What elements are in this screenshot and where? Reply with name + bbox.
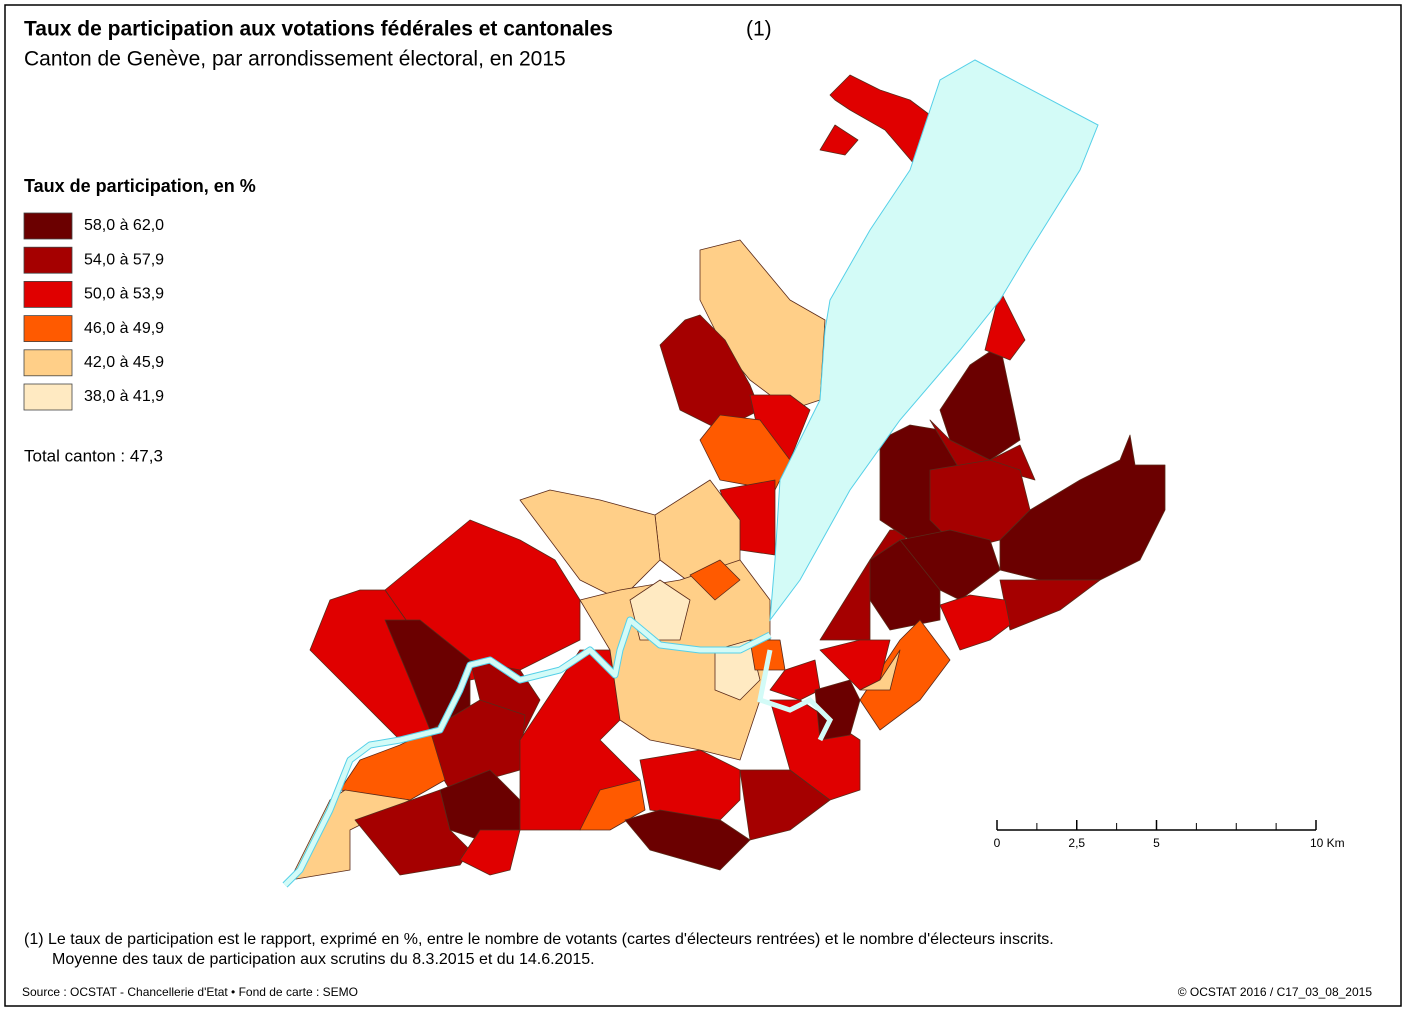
region xyxy=(519,649,641,831)
legend-label: 54,0 à 57,9 xyxy=(84,251,164,268)
region xyxy=(769,659,821,701)
scale-label: 0 xyxy=(994,836,1001,850)
region xyxy=(939,594,1011,651)
region xyxy=(939,344,1021,461)
region xyxy=(819,639,891,691)
legend-label: 50,0 à 53,9 xyxy=(84,286,164,303)
legend-swatch xyxy=(23,349,73,377)
region xyxy=(739,769,831,841)
legend-swatch xyxy=(23,280,73,308)
footnote: (1) Le taux de participation est le rapp… xyxy=(24,931,1054,948)
region xyxy=(699,239,826,411)
scale-label: 10 Km xyxy=(1310,836,1345,850)
legend-label: 58,0 à 62,0 xyxy=(84,217,164,234)
copyright: © OCSTAT 2016 / C17_03_08_2015 xyxy=(1178,985,1373,999)
scale-label: 2,5 xyxy=(1068,836,1085,850)
region xyxy=(689,559,741,601)
legend-title: Taux de participation, en % xyxy=(24,176,256,196)
title-note: (1) xyxy=(746,18,772,41)
region xyxy=(819,124,859,156)
river xyxy=(283,617,772,887)
region xyxy=(714,639,761,701)
scale-label: 5 xyxy=(1153,836,1160,850)
river xyxy=(757,649,834,742)
region xyxy=(659,314,761,431)
region xyxy=(859,619,951,731)
legend-swatch xyxy=(23,246,73,274)
region xyxy=(459,829,521,876)
source: Source : OCSTAT - Chancellerie d'Etat • … xyxy=(22,985,358,999)
region xyxy=(859,649,901,691)
region xyxy=(579,779,646,831)
legend-swatch xyxy=(23,315,73,343)
legend-swatch xyxy=(23,212,73,240)
legend-swatch xyxy=(23,383,73,411)
subtitle: Canton de Genève, par arrondissement éle… xyxy=(24,48,566,71)
legend-label: 42,0 à 45,9 xyxy=(84,354,164,371)
map xyxy=(282,59,1166,888)
region xyxy=(984,289,1026,361)
footnote: Moyenne des taux de participation aux sc… xyxy=(52,951,595,968)
region xyxy=(519,489,661,601)
total: Total canton : 47,3 xyxy=(24,446,163,465)
legend-label: 38,0 à 41,9 xyxy=(84,388,164,405)
lake xyxy=(769,59,1099,622)
region xyxy=(629,579,691,641)
title: Taux de participation aux votations fédé… xyxy=(24,18,613,41)
legend-label: 46,0 à 49,9 xyxy=(84,320,164,337)
